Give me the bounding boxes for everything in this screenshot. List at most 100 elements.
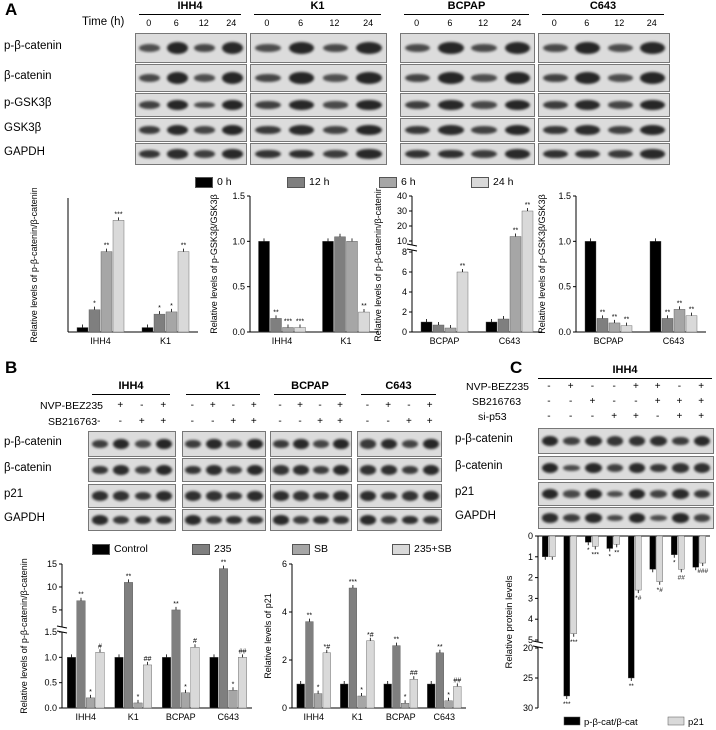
treatment-sign: + [405,416,412,427]
blot-band [360,439,377,449]
cell-line-header: IHH4 [612,364,638,376]
bar [432,324,445,333]
y-tick-label: 0.0 [44,703,57,713]
bar [133,702,143,709]
bar [294,327,306,333]
time-tick: 6 [584,18,590,28]
blot-band [381,516,397,524]
header-underline [186,394,260,395]
treatment-sign: - [568,411,573,422]
y-tick-label: 1.5 [44,627,57,637]
western-blot [357,484,442,508]
blot-band [585,488,602,500]
bar [456,271,469,333]
bar [296,683,305,709]
blot-band [381,465,397,475]
bar [314,693,323,709]
blot-band [221,149,243,159]
blot-band [356,99,382,111]
legend-label: 235+SB [414,543,452,555]
treatment-sign: - [612,381,616,392]
treatment-sign: - [211,416,215,427]
legend-label: 12 h [309,176,330,188]
blot-band [221,99,243,111]
bar [141,327,154,333]
blot-band [273,439,289,449]
blot-band [134,491,151,501]
western-blot [182,431,266,457]
bar [366,640,375,709]
western-blot [538,482,714,506]
blot-band [322,150,349,158]
bar [219,568,228,709]
bar [613,535,620,545]
y-tick-label: 8 [402,247,407,257]
x-tick-label: C643 [217,712,239,722]
significance-label: * [232,681,235,688]
axis-break [57,627,67,632]
axis-break [407,245,417,250]
bar [162,657,171,709]
treatment-sign: - [590,381,595,392]
blot-band [650,514,667,522]
significance-label: ** [624,317,630,324]
row-label: GAPDH [4,512,45,524]
time-tick: 0 [264,18,270,28]
y-tick-label: 10 [47,582,57,592]
panel-a-letter: A [5,0,18,19]
blot-band [322,126,349,134]
significance-label: ** [181,243,187,250]
blot-band [360,465,377,475]
blot-band [541,488,559,500]
cell-line-header: K1 [215,380,231,392]
row-label: β-catenin [4,462,52,474]
blot-band [221,72,243,84]
cell-line-header: IHH4 [177,0,203,12]
blot-band [672,513,689,523]
y-axis-label: Relative levels of p-GSK3β/GSK3β [537,194,547,333]
blot-band [607,101,633,109]
blot-band [194,150,216,158]
western-blot [250,118,387,142]
legend-label: 24 h [493,176,514,188]
blot-band [640,72,666,84]
blot-band [401,491,418,501]
x-tick-label: BCPAP [386,712,416,722]
blot-band [166,72,188,84]
blot-band [139,149,161,159]
significance-label: ## [410,670,418,677]
blot-band [438,41,464,55]
blot-band [504,124,530,136]
time-tick: 12 [478,18,489,28]
cell-line-header: K1 [310,0,325,12]
blot-band [575,72,601,84]
axis-break-mark [406,248,418,252]
treatment-sign: - [97,400,101,411]
treatment-sign: - [386,416,390,427]
treatment-sign: - [190,400,194,411]
western-blot [270,484,352,508]
blot-band [246,515,263,525]
y-tick-label: 25 [523,673,533,683]
significance-label: ** [513,228,519,235]
western-blot [538,118,670,142]
blot-band [221,124,243,136]
significance-label: ** [126,573,132,580]
treatment-sign: + [337,416,343,427]
bar [584,241,597,333]
y-tick-label: 0 [282,703,287,713]
blot-band [628,436,646,446]
bar [238,657,247,709]
bar [153,313,166,333]
bar [346,241,358,333]
significance-label: # [98,643,102,650]
western-blot [357,458,442,482]
y-axis-label: Relative levels of p-β-catenin/β-catenin [373,188,383,342]
treatment-label: NVP-BEZ235 [466,381,530,393]
blot-band [113,438,130,450]
western-blot [135,64,247,92]
blot-band [563,464,580,472]
blot-band [226,491,243,501]
blot-band [156,464,173,476]
blot-band [288,99,315,111]
